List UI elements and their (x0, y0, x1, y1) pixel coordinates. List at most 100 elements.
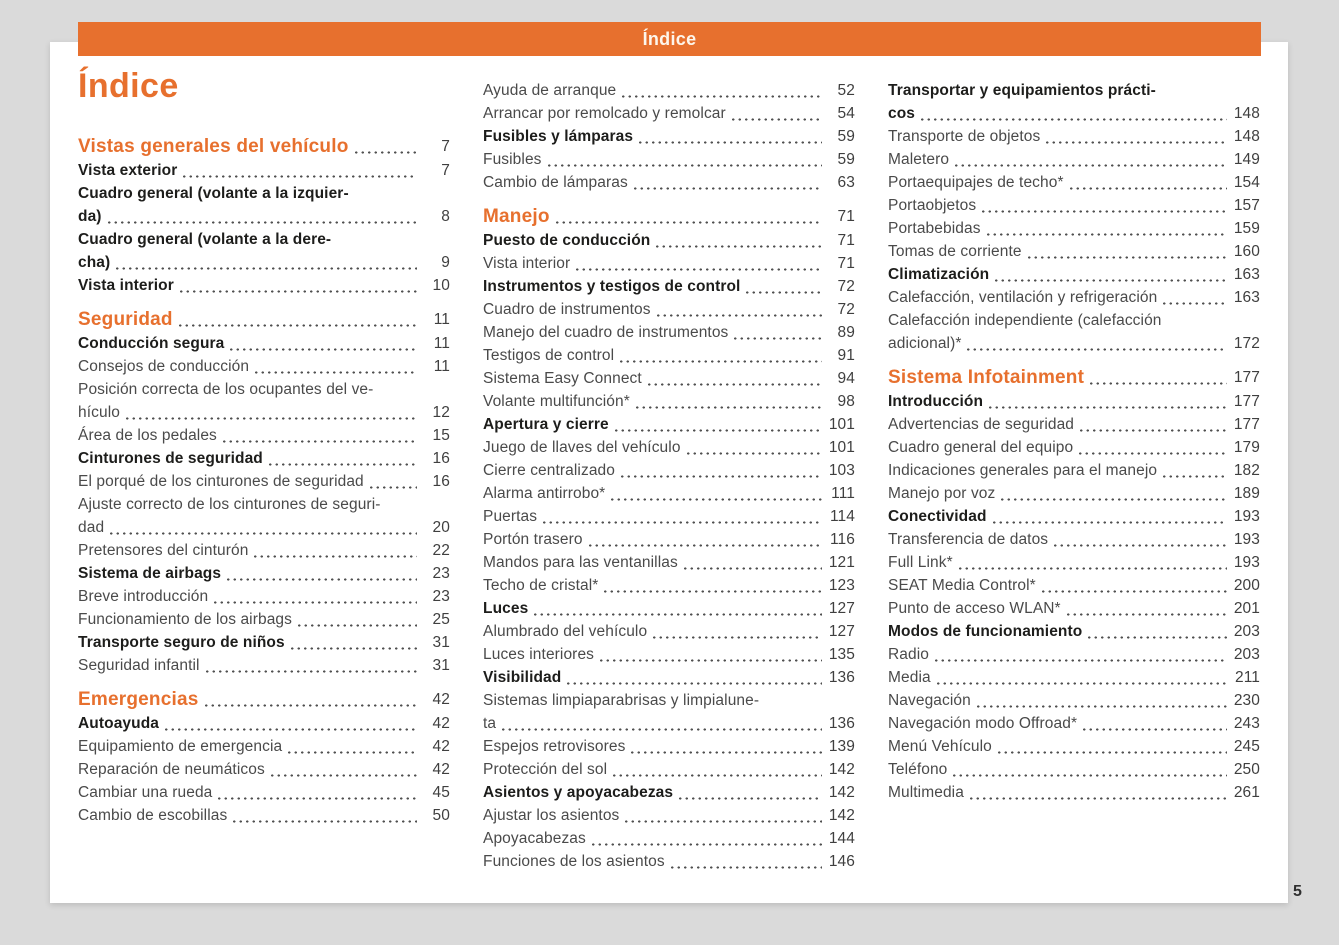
toc-entry-row: Portaobjetos 157 (888, 194, 1260, 217)
toc-entry-row: cha) 9 (78, 251, 450, 274)
toc-entry-row: Espejos retrovisores 139 (483, 735, 855, 758)
toc-entry-page: 25 (432, 611, 450, 628)
toc-leader-dots (1081, 728, 1227, 731)
toc-leader-dots (1052, 544, 1227, 547)
toc-entry-label: Luces interiores (483, 646, 595, 663)
toc-entry-page: 139 (828, 738, 855, 755)
toc-entry: Juego de llaves del vehículo 101 (483, 436, 855, 459)
toc-entry-label: Arrancar por remolcado y remolcar (483, 105, 726, 122)
toc-entry-label: Funciones de los asientos (483, 853, 665, 870)
toc-leader-dots (532, 613, 822, 616)
toc-entry-row: Vista interior 71 (483, 252, 855, 275)
toc-entry-page: 10 (432, 277, 450, 294)
toc-entry-row: Transferencia de datos 193 (888, 528, 1260, 551)
toc-entry-row: Introducción 177 (888, 390, 1260, 413)
toc-entry-row: Arrancar por remolcado y remolcar 54 (483, 102, 855, 125)
toc-entry-row: Maletero 149 (888, 148, 1260, 171)
toc-entry-page: 163 (1233, 289, 1260, 306)
toc-entry-label: Instrumentos y testigos de control (483, 278, 741, 295)
toc-entry: El porqué de los cinturones de seguridad… (78, 470, 450, 493)
toc-entry: Media 211 (888, 666, 1260, 689)
toc-entry-label: Climatización (888, 266, 990, 283)
toc-leader-dots (990, 521, 1227, 524)
toc-entry: Puertas 114 (483, 505, 855, 528)
toc-entry: Área de los pedales 15 (78, 424, 450, 447)
toc-entry-page: 11 (433, 311, 450, 328)
toc-entry-row: dad 20 (78, 516, 450, 539)
toc-leader-dots (220, 440, 417, 443)
toc-entry-label: dad (78, 519, 105, 536)
toc-section-header: Sistema Infotainment 177 (888, 365, 1260, 390)
toc-entry-page: 72 (837, 278, 855, 295)
toc-entry-line: Sistemas limpiaparabrisas y limpialune- (483, 692, 760, 709)
toc-entry: Sistemas limpiaparabrisas y limpialune-t… (483, 689, 855, 735)
toc-leader-dots (684, 452, 822, 455)
toc-entry-label: Autoayuda (78, 715, 159, 732)
page-header-label: Índice (642, 28, 697, 49)
toc-entry: Transferencia de datos 193 (888, 528, 1260, 551)
toc-entry-label: Multimedia (888, 784, 964, 801)
toc-entry: Climatización 163 (888, 263, 1260, 286)
toc-entry-page: 23 (432, 588, 450, 605)
toc-entry-label: Teléfono (888, 761, 948, 778)
toc-entry-line: Cuadro general (volante a la dere- (78, 231, 332, 248)
toc-entry-row: Juego de llaves del vehículo 101 (483, 436, 855, 459)
toc-entry-row: Transporte de objetos 148 (888, 125, 1260, 148)
toc-leader-dots (618, 360, 822, 363)
toc-leader-dots (1078, 429, 1227, 432)
toc-leader-dots (609, 498, 822, 501)
toc-entry: Cuadro general (volante a la izquier-da)… (78, 182, 450, 228)
toc-leader-dots (953, 164, 1227, 167)
toc-entry: Calefacción, ventilación y refrigeración… (888, 286, 1260, 309)
toc-leader-dots (1088, 382, 1227, 385)
toc-entry-page: 179 (1233, 439, 1260, 456)
toc-entry-page: 127 (828, 600, 855, 617)
toc-entry-row: Seguridad 11 (78, 307, 450, 332)
toc-entry: Cuadro de instrumentos 72 (483, 298, 855, 321)
toc-entry-page: 189 (1233, 485, 1260, 502)
toc-entry: Funciones de los asientos 146 (483, 850, 855, 873)
toc-entry-row: Sistema Easy Connect 94 (483, 367, 855, 390)
toc-entry-row: adicional)* 172 (888, 332, 1260, 355)
toc-entry-row: Portón trasero 116 (483, 528, 855, 551)
toc-entry-page: 159 (1233, 220, 1260, 237)
toc-entry: Alarma antirrobo* 111 (483, 482, 855, 505)
toc-leader-dots (651, 636, 822, 639)
toc-leader-dots (984, 233, 1227, 236)
toc-entry-label: Techo de cristal* (483, 577, 599, 594)
toc-entry-row: Conducción segura 11 (78, 332, 450, 355)
toc-entry-page: 103 (828, 462, 855, 479)
toc-section-block: Vistas generales del vehículo 7 Vista exte… (78, 134, 450, 297)
toc-entry: Luces interiores 135 (483, 643, 855, 666)
toc-entry-row: Mandos para las ventanillas 121 (483, 551, 855, 574)
toc-entry-page: 7 (441, 138, 450, 155)
toc-leader-dots (598, 659, 822, 662)
toc-entry-row: Navegación modo Offroad* 243 (888, 712, 1260, 735)
toc-entry-row: El porqué de los cinturones de seguridad… (78, 470, 450, 493)
toc-entry: Cambio de escobillas 50 (78, 804, 450, 827)
toc-entry-row: Cambio de escobillas 50 (78, 804, 450, 827)
toc-leader-dots (993, 279, 1227, 282)
toc-section-block: Seguridad 11 Conducción segura 11 Consejos d… (78, 307, 450, 677)
toc-entry-label: Calefacción, ventilación y refrigeración (888, 289, 1158, 306)
toc-leader-dots (995, 751, 1227, 754)
toc-entry: Cierre centralizado 103 (483, 459, 855, 482)
toc-entry-page: 182 (1233, 462, 1260, 479)
toc-entry-label: Cuadro de instrumentos (483, 301, 651, 318)
toc-leader-dots (108, 532, 417, 535)
toc-leader-dots (1025, 256, 1227, 259)
toc-entry: Cambio de lámparas 63 (483, 171, 855, 194)
toc-leader-dots (203, 670, 417, 673)
page-number: 5 (1293, 883, 1302, 900)
toc-section-block: Transportar y equipamientos prácti-cos 14… (888, 79, 1260, 355)
toc-entry: Introducción 177 (888, 390, 1260, 413)
toc-leader-dots (545, 164, 822, 167)
toc-leader-dots (1086, 636, 1227, 639)
toc-entry: Menú Vehículo 245 (888, 735, 1260, 758)
toc-entry: Cuadro general (volante a la dere-cha) 9 (78, 228, 450, 274)
toc-leader-dots (216, 797, 417, 800)
toc-entry-page: 31 (432, 634, 450, 651)
toc-leader-dots (980, 210, 1227, 213)
toc-entry: Equipamiento de emergencia 42 (78, 735, 450, 758)
toc-section-header: Vistas generales del vehículo 7 (78, 134, 450, 159)
